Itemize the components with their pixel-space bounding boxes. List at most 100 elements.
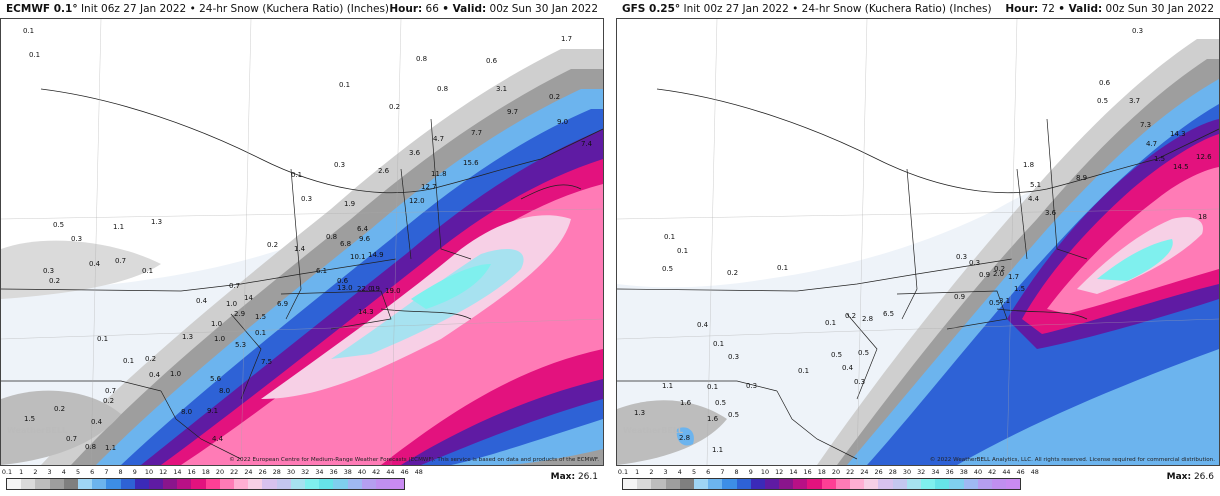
snowfall-value-label: 8.0 [219,387,230,395]
snowfall-value-label: 0.3 [969,259,980,267]
legend-swatch [779,479,794,489]
legend-swatch [347,479,362,489]
legend-tick-label: 10 [144,468,154,476]
snowfall-value-label: 0.4 [697,321,709,329]
legend-tick-label: 36 [945,468,954,476]
legend-tick-label: 44 [1002,468,1011,476]
snowfall-value-label: 0.2 [145,355,156,363]
snowfall-value-label: 0.5 [1097,97,1108,105]
snowfall-value-label: 0.1 [339,81,350,89]
snowfall-value-label: 0.3 [301,195,312,203]
snowfall-value-label: 0.3 [854,378,865,386]
snowfall-value-label: 5.1 [1030,181,1041,189]
legend-tick-label: 20 [831,468,841,476]
legend-tick-label: 30 [902,468,912,476]
snowfall-value-label: 2.6 [378,167,390,175]
legend-swatch [304,479,320,489]
legend-swatch [708,479,723,489]
snowfall-value-label: 0.3 [71,235,82,243]
snowfall-value-label: 0.6 [337,277,349,285]
snowfall-value-label: 1.5 [255,313,266,321]
legend-swatch [63,479,78,489]
snowfall-value-label: 1.5 [1154,155,1165,163]
snowfall-value-label: 7.3 [1140,121,1151,129]
snowfall-value-label: 0.5 [662,265,673,273]
init-time: Init 00z 27 Jan 2022 [683,3,789,15]
legend-tick-label: 16 [803,468,812,476]
legend-tick-label: 34 [315,468,324,476]
snowfall-value-label: 0.2 [549,93,560,101]
legend-tick-label: 10 [760,468,770,476]
snowfall-value-label: 2.0 [993,270,1004,278]
legend-tick-label: 46 [400,468,409,476]
snowfall-legend: 0.1 1 2 3 4 5 6 7 8 9 10 12 14 16 18 20 22 24 26 28 30 32 34 36… [618,468,1039,496]
snowfall-value-label: 14.9 [368,251,384,259]
legend-tick-label: 22 [846,468,855,476]
legend-tick-label: 18 [817,468,826,476]
snowfall-value-label: 0.4 [196,297,208,305]
legend-tick-label: 42 [988,468,997,476]
snowfall-value-label: 0.2 [727,269,738,277]
legend-swatch [262,479,277,489]
legend-tick-label: 40 [357,468,367,476]
gfs-panel: GFS 0.25° Init 00z 27 Jan 2022 • 24-hr S… [616,0,1220,496]
snowfall-value-label: 0.1 [713,340,724,348]
legend-tick-label: 3 [663,468,668,476]
legend-color-bar [622,478,1022,490]
snowfall-value-label: 0.3 [728,353,739,361]
snowfall-value-label: 12.0 [409,197,425,205]
snowfall-value-label: 0.3 [956,253,967,261]
snowfall-value-label: 0.5 [989,299,1000,307]
legend-tick-label: 6 [706,468,711,476]
snowfall-value-label: 7.7 [471,129,482,137]
snowfall-value-label: 3.1 [496,85,507,93]
legend-tick-label: 14 [173,468,182,476]
legend-tick-label: 4 [61,468,66,476]
snowfall-value-label: 0.2 [845,312,856,320]
model-name: GFS 0.25° [622,3,681,15]
legend-swatch [205,479,220,489]
legend-swatch [361,479,376,489]
snowfall-value-label: 2.8 [862,315,873,323]
legend-swatch [835,479,850,489]
legend-tick-label: 12 [775,468,784,476]
snowfall-value-label: 0.7 [229,282,240,290]
snowfall-value-label: 19 [371,285,380,293]
snowfall-value-label: 1.9 [344,200,355,208]
snowfall-value-label: 9.6 [359,235,371,243]
legend-swatch [290,479,305,489]
legend-swatch [92,479,107,489]
snowfall-value-label: 6.8 [340,240,351,248]
legend-tick-label: 30 [286,468,296,476]
snowfall-value-label: 6.5 [883,310,894,318]
legend-tick-label: 24 [860,468,869,476]
snowfall-value-label: 9.1 [207,407,218,415]
snowfall-value-label: 6.4 [357,225,369,233]
snowfall-value-label: 0.4 [842,364,854,372]
legend-tick-label: 4 [677,468,682,476]
legend-swatch [722,479,737,489]
legend-tick-label: 38 [343,468,352,476]
max-value: Max: 26.6 [1167,472,1214,482]
legend-swatch [623,479,638,489]
snowfall-value-label: 10.1 [350,253,366,261]
snowfall-value-label: 1.0 [214,335,225,343]
legend-swatch [35,479,50,489]
snowfall-value-label: 1.1 [113,223,124,231]
snowfall-value-label: 11.8 [431,170,447,178]
snowfall-value-label: 0.8 [416,55,427,63]
snowfall-value-labels: 0.3 0.6 3.7 0.5 7.3 14.3 1.5 4.7 12.6 1.8 5.1 8.9 14… [634,27,1212,454]
snowfall-value-label: 0.1 [97,335,108,343]
legend-tick-label: 48 [414,468,423,476]
snowfall-value-label: 0.7 [105,387,116,395]
watermark-logo: WeatherBELL [7,426,68,435]
snowfall-value-label: 0.3 [334,161,345,169]
snowfall-value-label: 0.2 [389,103,400,111]
max-number: 26.6 [1193,472,1214,482]
ecmwf-panel: ECMWF 0.1° Init 06z 27 Jan 2022 • 24-hr … [0,0,604,496]
legend-tick-label: 8 [118,468,123,476]
panel-header: ECMWF 0.1° Init 06z 27 Jan 2022 • 24-hr … [0,0,604,18]
max-number: 26.1 [577,472,598,482]
legend-swatch [764,479,780,489]
snowfall-value-label: 22.0 [357,285,373,293]
